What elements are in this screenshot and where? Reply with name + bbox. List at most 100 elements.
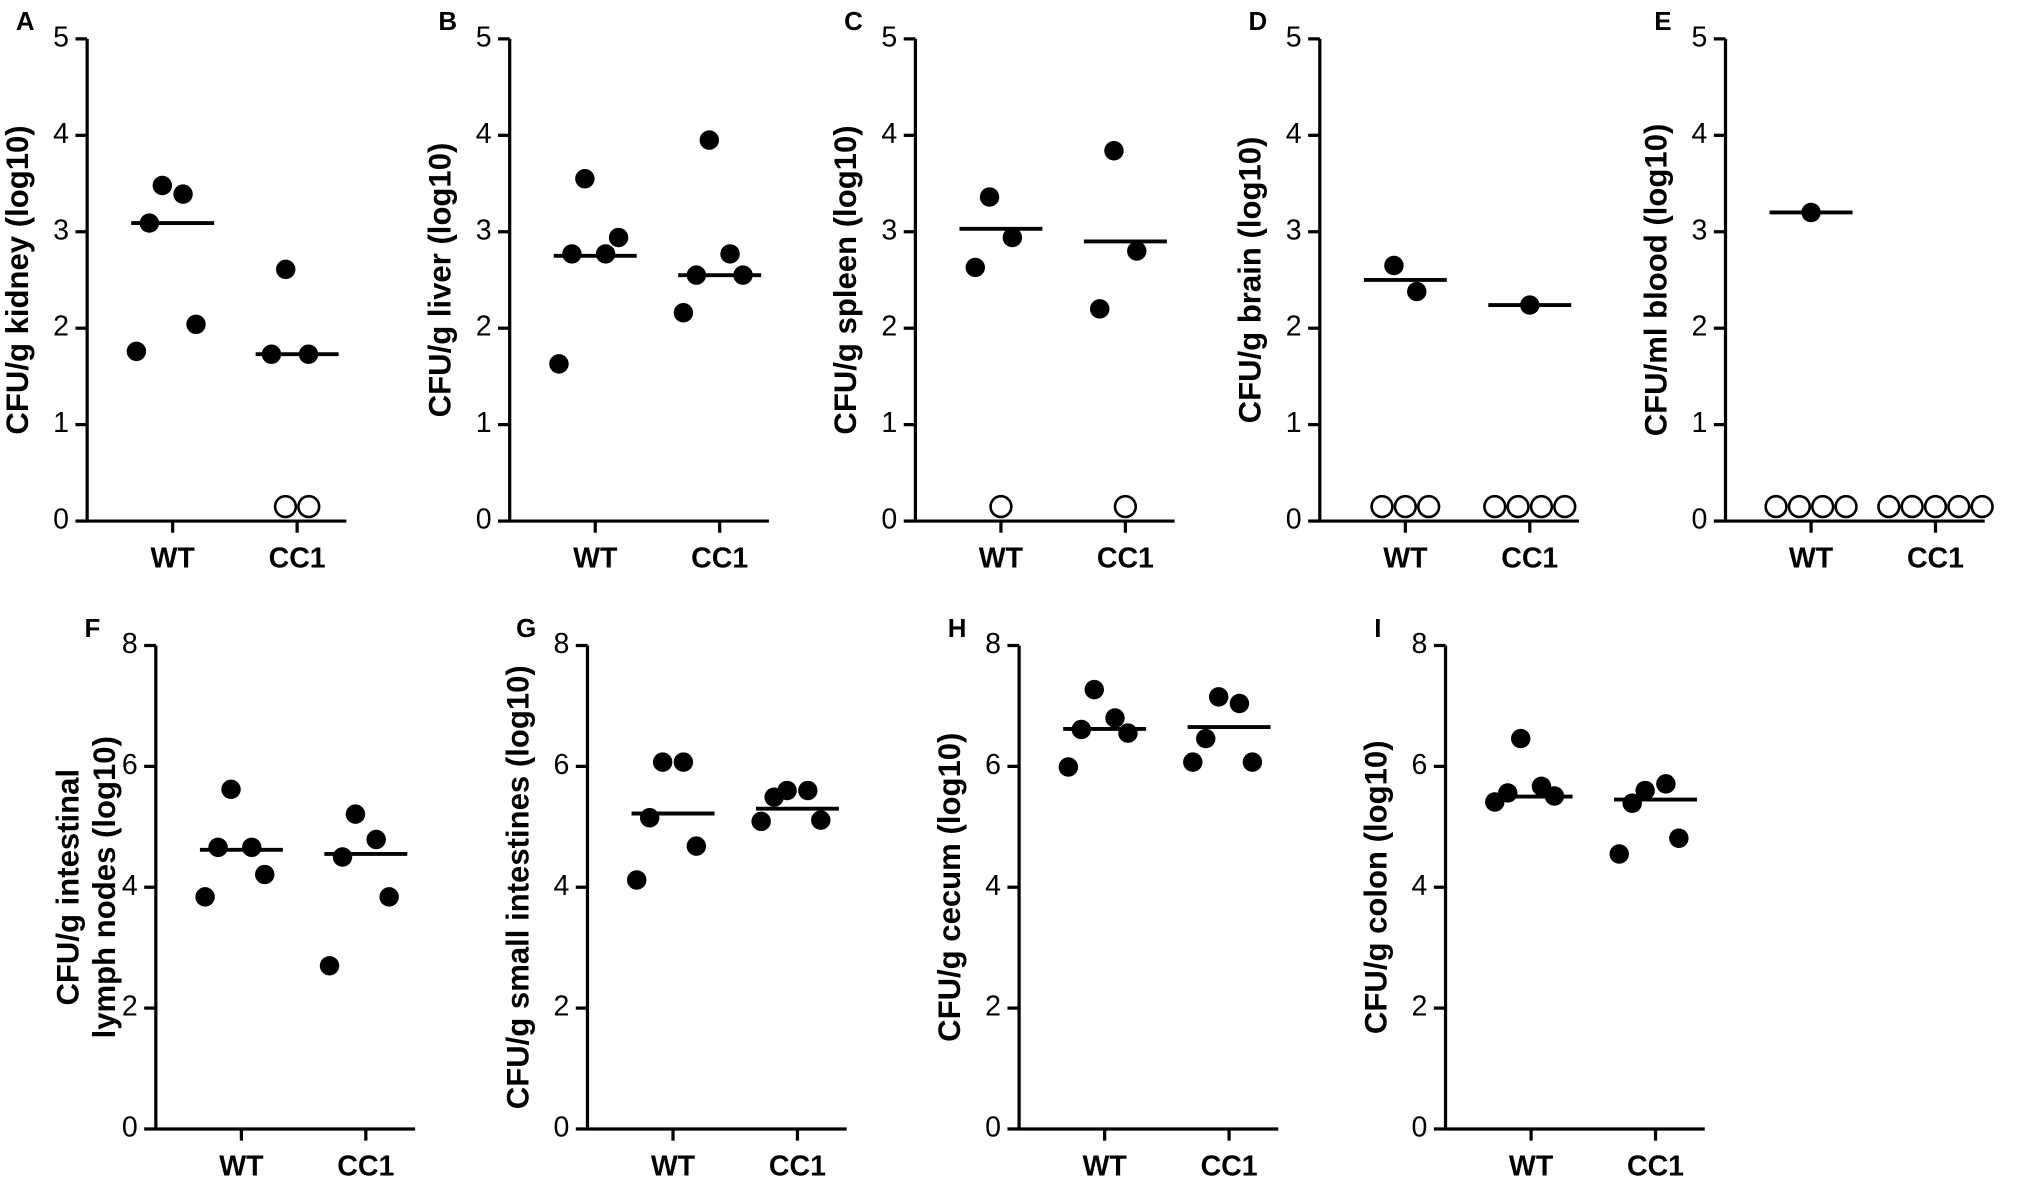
data-point xyxy=(686,836,707,856)
data-point xyxy=(366,829,386,850)
panel: D 0 1 2 3 4 5 CFU/g brain (log10) WT CC1 xyxy=(1233,8,1580,574)
open-point xyxy=(1877,494,1901,519)
x-tick-label: WT xyxy=(1082,1150,1127,1182)
x-tick-label: CC1 xyxy=(769,1150,826,1182)
y-tick-label: 1 xyxy=(1286,407,1302,439)
data-point xyxy=(965,257,986,278)
y-tick-label: 4 xyxy=(53,118,69,150)
y-axis-label: CFU/g cecum (log10) xyxy=(932,733,967,1042)
y-tick-label: 2 xyxy=(476,311,492,343)
data-point xyxy=(1118,723,1138,743)
y-tick-label: 2 xyxy=(881,311,897,343)
panel-letter: F xyxy=(85,615,101,643)
y-tick-label: 0 xyxy=(1412,1111,1428,1143)
open-point xyxy=(1900,494,1924,519)
open-point xyxy=(1483,494,1507,519)
y-tick-label: 0 xyxy=(881,504,897,536)
panel-letter: E xyxy=(1654,8,1671,36)
y-tick-label: 4 xyxy=(1286,118,1302,150)
y-tick-label: 4 xyxy=(881,118,897,150)
data-point xyxy=(379,887,399,907)
x-tick-label: WT xyxy=(651,1150,696,1182)
y-tick-label: 5 xyxy=(53,21,69,53)
x-tick-label: CC1 xyxy=(1201,1150,1258,1182)
y-tick-label: 3 xyxy=(1692,214,1708,246)
y-axis-label: CFU/g colon (log10) xyxy=(1358,740,1393,1034)
data-point xyxy=(1635,780,1655,801)
data-point xyxy=(1242,752,1263,772)
data-point xyxy=(1609,844,1629,864)
open-point xyxy=(989,494,1013,519)
data-point xyxy=(345,804,366,824)
data-point xyxy=(1229,693,1250,714)
data-point xyxy=(639,808,660,828)
y-tick-label: 6 xyxy=(553,749,569,781)
data-point xyxy=(979,187,1000,207)
panel-letter: D xyxy=(1249,8,1268,36)
y-tick-label: 4 xyxy=(1692,118,1708,150)
panel-letter: B xyxy=(438,8,457,36)
open-point xyxy=(1393,494,1418,519)
panel: E 0 1 2 3 4 5 CFU/ml blood (log10) WT CC1 xyxy=(1638,8,1994,574)
x-tick-label: WT xyxy=(151,542,196,574)
x-tick-label: CC1 xyxy=(337,1150,394,1182)
data-point xyxy=(1407,281,1427,302)
data-point xyxy=(626,870,647,890)
data-point xyxy=(652,752,673,772)
y-axis-label: CFU/g intestinal xyxy=(51,769,86,1006)
panel: G 0 2 4 6 8 CFU/g small intestines (log10) WT CC… xyxy=(500,615,847,1182)
y-tick-label: 5 xyxy=(1286,21,1302,53)
y-axis-label: CFU/g brain (log10) xyxy=(1233,137,1268,424)
x-tick-label: WT xyxy=(1383,542,1428,574)
y-tick-label: 5 xyxy=(476,21,492,53)
panel: H 0 2 4 6 8 CFU/g cecum (log10) WT CC1 xyxy=(932,615,1279,1182)
x-tick-label: CC1 xyxy=(1627,1150,1684,1182)
y-tick-label: 0 xyxy=(553,1111,569,1143)
y-tick-label: 2 xyxy=(553,991,569,1023)
panel-letter: G xyxy=(516,615,536,643)
data-point xyxy=(1084,679,1104,700)
data-point xyxy=(319,956,340,976)
data-point xyxy=(720,244,740,264)
data-point xyxy=(242,837,262,858)
y-tick-label: 8 xyxy=(122,628,138,660)
y-tick-label: 2 xyxy=(53,311,69,343)
panel-letter: I xyxy=(1374,615,1381,643)
y-axis-label: CFU/g small intestines (log10) xyxy=(500,665,535,1109)
x-tick-label: CC1 xyxy=(691,542,748,574)
x-tick-label: WT xyxy=(573,542,618,574)
data-point xyxy=(608,227,629,248)
data-point xyxy=(811,810,831,830)
y-axis-label: CFU/g kidney (log10) xyxy=(0,125,35,434)
data-point xyxy=(1058,757,1079,777)
y-tick-label: 6 xyxy=(122,749,138,781)
y-tick-label: 8 xyxy=(985,628,1001,660)
data-point xyxy=(1196,728,1216,749)
y-tick-label: 4 xyxy=(985,870,1001,902)
panel: B 0 1 2 3 4 5 CFU/g liver (log10) WT CC1 xyxy=(423,8,769,574)
y-axis-label: lymph nodes (log10) xyxy=(87,736,122,1038)
y-tick-label: 3 xyxy=(476,214,492,246)
y-axis-label: CFU/g spleen (log10) xyxy=(828,125,863,434)
y-tick-label: 3 xyxy=(881,214,897,246)
data-point xyxy=(275,259,296,280)
data-point xyxy=(1183,752,1203,772)
open-point xyxy=(1529,494,1554,519)
y-tick-label: 2 xyxy=(1692,311,1708,343)
data-point xyxy=(208,837,228,858)
x-tick-label: CC1 xyxy=(269,542,326,574)
panel-letter: A xyxy=(16,8,35,36)
data-point xyxy=(764,787,784,807)
panel: C 0 1 2 3 4 5 CFU/g spleen (log10) WT CC1 xyxy=(828,8,1175,574)
y-tick-label: 0 xyxy=(1286,504,1302,536)
y-tick-label: 6 xyxy=(985,749,1001,781)
y-tick-label: 1 xyxy=(1692,407,1708,439)
panel: I 0 2 4 6 8 CFU/g colon (log10) WT CC1 xyxy=(1358,615,1705,1182)
open-point xyxy=(1811,494,1835,519)
open-point xyxy=(1506,494,1530,519)
x-tick-label: WT xyxy=(979,542,1024,574)
data-point xyxy=(1105,708,1125,728)
panel: F 0 2 4 6 8 CFU/g intestinal lymph nodes (log10… xyxy=(51,615,416,1182)
y-tick-label: 0 xyxy=(122,1111,138,1143)
